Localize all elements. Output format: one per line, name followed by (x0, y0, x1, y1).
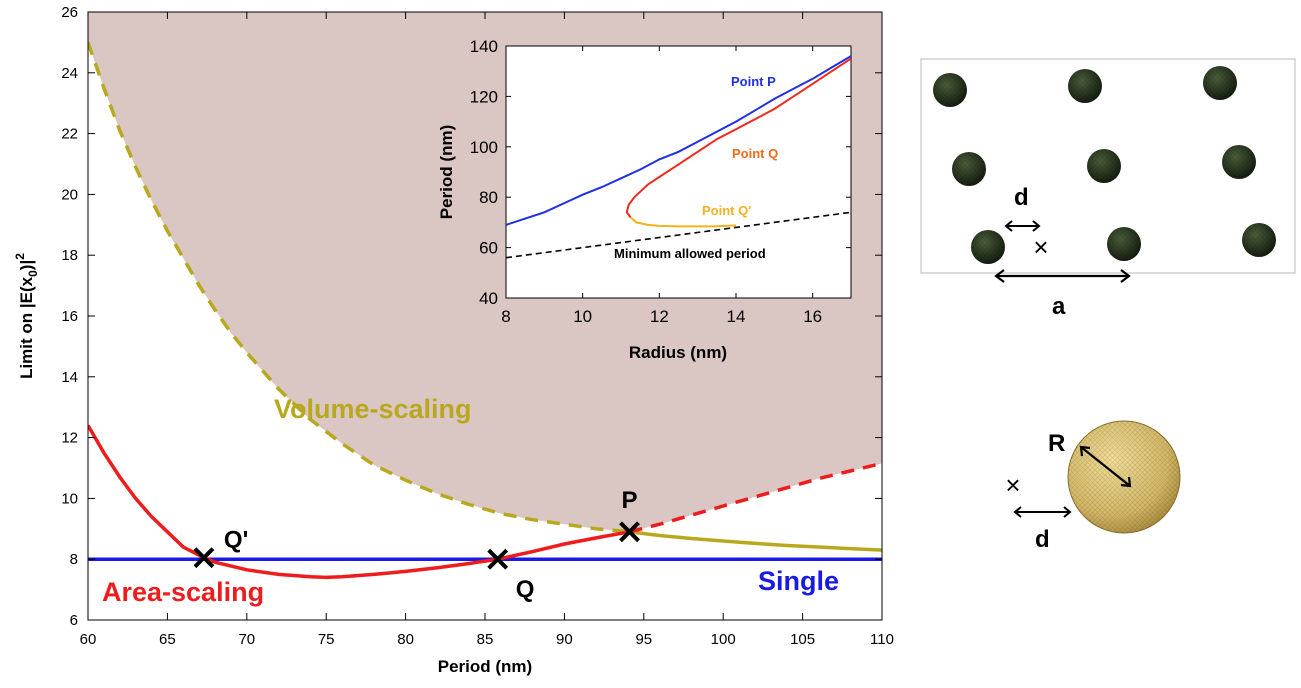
sphere-label-r: R (1048, 430, 1065, 457)
volume-scaling-solid-line (629, 530, 882, 552)
main-y-tick-label: 22 (61, 126, 78, 143)
particle (1203, 66, 1237, 100)
inset-y-axis-label: Period (nm) (437, 125, 456, 219)
area-scaling-annotation: Area-scaling (102, 577, 264, 607)
area-scaling-solid-line (88, 424, 630, 580)
inset-label-point-qprime: Point Q' (702, 203, 751, 218)
inset-y-tick-label: 60 (479, 239, 498, 258)
particle (933, 73, 967, 107)
particle (1068, 69, 1102, 103)
point-marker-qprime (193, 547, 215, 569)
main-x-tick-label: 80 (397, 631, 414, 648)
sphere-schematic: R × d (1005, 420, 1181, 553)
inset-minimum-period-line (506, 211, 851, 259)
main-y-tick-label: 10 (61, 490, 78, 507)
inset-y-tick-label: 40 (479, 289, 498, 308)
main-x-tick-label: 95 (635, 631, 652, 648)
main-x-tick-label: 70 (238, 631, 255, 648)
main-y-tick-label: 18 (61, 247, 78, 264)
inset-label-point-p: Point P (731, 74, 776, 89)
main-y-tick-label: 26 (61, 4, 78, 21)
inset-chart: 8 10 12 14 16 40 60 80 100 120 140 Radius (nm) Pe… (437, 37, 852, 362)
particle (1087, 149, 1121, 183)
particle (1222, 145, 1256, 179)
sphere-label-d: d (1035, 526, 1050, 553)
lattice-arrow-d (1004, 220, 1041, 232)
main-y-tick-label: 14 (61, 369, 78, 386)
main-y-tick-label: 24 (61, 65, 78, 82)
inset-x-tick-label: 12 (650, 307, 669, 326)
point-label-qprime: Q' (224, 527, 248, 554)
sphere-radius-arrow (1079, 445, 1132, 488)
main-x-tick-label: 100 (711, 631, 736, 648)
point-label-q: Q (516, 576, 535, 603)
main-x-tick-label: 105 (790, 631, 815, 648)
particle (971, 230, 1005, 264)
inset-x-tick-label: 10 (573, 307, 592, 326)
lattice-label-a: a (1052, 293, 1066, 320)
main-y-tick-label: 8 (70, 551, 78, 568)
main-x-tick-label: 65 (159, 631, 176, 648)
inset-label-point-q: Point Q (732, 146, 778, 161)
inset-x-tick-label: 14 (727, 307, 746, 326)
sphere-arrow-d (1013, 506, 1072, 518)
lattice-cross-mark: × (1033, 232, 1048, 262)
gold-sphere (1067, 420, 1181, 534)
lattice-arrow-a (994, 269, 1131, 283)
main-x-tick-label: 110 (870, 631, 894, 648)
main-y-tick-label: 16 (61, 308, 78, 325)
point-marker-q (487, 548, 509, 570)
inset-label-minimum-period: Minimum allowed period (614, 246, 766, 261)
inset-point-qprime-line (629, 216, 737, 228)
main-x-tick-label: 85 (477, 631, 494, 648)
inset-point-p-line (506, 55, 851, 226)
particle (1107, 227, 1141, 261)
main-y-axis-label: Limit on |E(x0)|2 (13, 253, 40, 379)
single-annotation: Single (758, 566, 839, 596)
lattice-label-d: d (1014, 184, 1029, 211)
inset-y-tick-label: 140 (470, 37, 498, 56)
inset-x-tick-label: 16 (803, 307, 822, 326)
main-x-tick-label: 90 (556, 631, 573, 648)
main-x-tick-label: 60 (80, 631, 97, 648)
inset-x-axis-label: Radius (nm) (629, 343, 727, 362)
volume-scaling-dashed-line (88, 41, 630, 534)
lattice-particles (933, 66, 1276, 264)
point-marker-p (619, 521, 640, 543)
inset-y-tick-label: 80 (479, 188, 498, 207)
inset-y-tick-label: 120 (470, 87, 498, 106)
main-x-axis-label: Period (nm) (438, 657, 532, 676)
lattice-schematic: d × a (920, 58, 1296, 320)
inset-y-tick-label: 100 (470, 138, 498, 157)
particle (1242, 223, 1276, 257)
main-x-tick-label: 75 (318, 631, 335, 648)
particle (952, 152, 986, 186)
inset-point-q-line (625, 57, 851, 218)
sphere-cross-mark: × (1005, 470, 1020, 500)
point-label-p: P (622, 487, 638, 514)
main-y-tick-label: 20 (61, 186, 78, 203)
inset-x-tick-label: 8 (501, 307, 510, 326)
main-y-tick-label: 12 (61, 430, 78, 447)
volume-scaling-annotation: Volume-scaling (274, 394, 472, 424)
main-y-tick-label: 6 (70, 612, 78, 629)
